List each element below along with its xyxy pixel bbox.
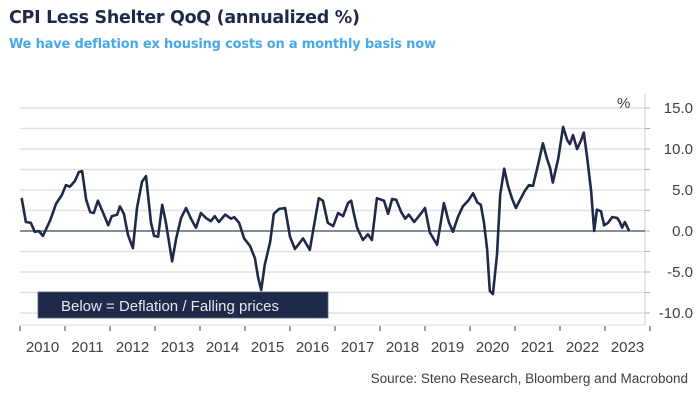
y-tick-label: 10.0 — [664, 141, 693, 158]
y-axis-label: % — [617, 95, 630, 112]
x-tick-label: 2014 — [206, 339, 239, 356]
chart-title: CPI Less Shelter QoQ (annualized %) — [9, 8, 360, 28]
annotation-text: Below = Deflation / Falling prices — [61, 298, 279, 315]
gridlines — [20, 107, 645, 314]
x-tick-label: 2023 — [611, 339, 644, 356]
x-tick-label: 2012 — [116, 339, 149, 356]
source-note: Source: Steno Research, Bloomberg and Ma… — [370, 371, 688, 386]
x-tick-label: 2021 — [521, 339, 554, 356]
y-tick-label: -10.0 — [659, 305, 693, 322]
x-tick-label: 2010 — [26, 339, 59, 356]
x-tick-label: 2018 — [386, 339, 419, 356]
x-tick-label: 2011 — [71, 339, 103, 356]
x-tick-label: 2013 — [161, 339, 194, 356]
chart-subtitle: We have deflation ex housing costs on a … — [9, 37, 436, 52]
x-tick-label: 2022 — [566, 339, 599, 356]
x-axis-ticks: 2010 2011 2012 2013 2014 2015 2016 2017 2018 2019… — [19, 326, 651, 356]
x-tick-label: 2015 — [251, 339, 284, 356]
y-tick-label: 15.0 — [664, 100, 693, 117]
y-axis-ticks: 15.0 10.0 5.0 0.0 -5.0 -10.0 — [645, 100, 693, 322]
y-tick-label: -5.0 — [667, 264, 693, 281]
y-tick-label: 5.0 — [672, 182, 693, 199]
x-tick-label: 2016 — [296, 339, 329, 356]
x-tick-label: 2020 — [476, 339, 509, 356]
y-tick-label: 0.0 — [672, 223, 693, 240]
series-line-cpi-less-shelter — [20, 125, 631, 296]
axes — [20, 94, 646, 326]
series-group — [20, 125, 631, 296]
x-tick-label: 2017 — [341, 339, 374, 356]
x-tick-label: 2019 — [431, 339, 464, 356]
deflation-annotation: Below = Deflation / Falling prices — [37, 291, 329, 319]
